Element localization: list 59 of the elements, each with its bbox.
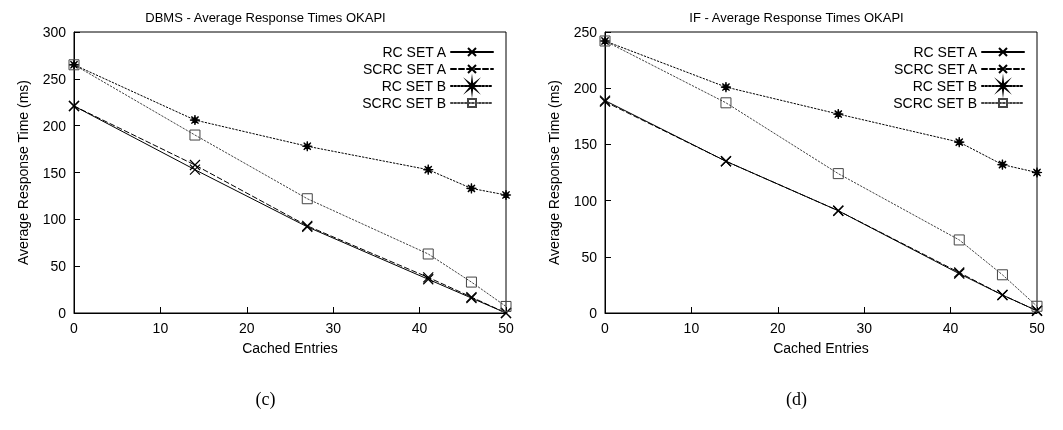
y-tick-label: 150	[42, 164, 67, 181]
point	[720, 97, 732, 109]
legend-label: RC SET B	[381, 78, 446, 94]
chart-title: IF - Average Response Times OKAPI	[689, 10, 904, 25]
x-tick-label: 10	[152, 320, 169, 336]
point	[996, 159, 1009, 171]
y-tick-label: 200	[573, 80, 598, 97]
x-tick-label: 40	[411, 320, 428, 336]
y-tick-label: 50	[50, 258, 67, 275]
y-tick-label: 300	[42, 24, 67, 40]
y-tick-label: 100	[42, 211, 67, 228]
legend-label: SCRC SET B	[362, 95, 446, 111]
point	[422, 248, 434, 260]
legend-label: RC SET A	[382, 44, 447, 60]
y-tick-label: 0	[58, 305, 67, 321]
text: (c)	[255, 389, 276, 410]
x-tick-label: 20	[239, 320, 255, 336]
y-tick-label: 250	[42, 70, 67, 87]
point	[500, 189, 512, 201]
x-axis-title: Cached Entries	[773, 340, 869, 356]
x-tick-label: 40	[942, 320, 959, 336]
point	[720, 81, 732, 93]
y-axis-title: Average Response Time (ms)	[15, 80, 31, 265]
y-tick-label: 250	[573, 24, 598, 40]
legend-label: RC SET A	[913, 44, 978, 60]
x-tick-label: 10	[683, 320, 700, 336]
legend-label: SCRC SET B	[893, 95, 977, 111]
x-tick-label: 20	[770, 320, 786, 336]
y-tick-label: 0	[589, 305, 598, 321]
x-tick-label: 30	[856, 320, 873, 336]
point	[422, 164, 434, 176]
x-tick-label: 50	[498, 320, 514, 336]
y-tick-label: 150	[573, 136, 598, 153]
point	[189, 114, 201, 126]
x-tick-label: 0	[70, 320, 79, 336]
legend-label: SCRC SET A	[363, 61, 447, 77]
point	[189, 129, 201, 141]
point	[301, 193, 313, 205]
point	[953, 234, 965, 246]
point	[996, 269, 1008, 281]
point	[189, 164, 201, 176]
x-tick-label: 0	[601, 320, 610, 336]
x-tick-label: 50	[1029, 320, 1045, 336]
y-tick-label: 100	[573, 192, 598, 209]
y-tick-label: 50	[581, 248, 598, 265]
text: (d)	[786, 389, 807, 410]
chart-title: DBMS - Average Response Times OKAPI	[145, 10, 386, 25]
point	[832, 168, 844, 180]
x-tick-label: 30	[325, 320, 342, 336]
point	[953, 136, 965, 148]
point	[832, 108, 844, 120]
legend-label: SCRC SET A	[894, 61, 978, 77]
y-axis-title: Average Response Time (ms)	[546, 80, 562, 265]
x-axis-title: Cached Entries	[242, 340, 338, 356]
y-tick-label: 200	[42, 117, 67, 134]
point	[465, 276, 477, 288]
legend-label: RC SET B	[912, 78, 977, 94]
point	[189, 159, 201, 171]
point	[301, 140, 313, 152]
